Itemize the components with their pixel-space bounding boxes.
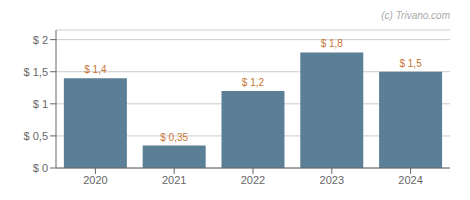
svg-text:$ 1,2: $ 1,2 — [242, 77, 265, 88]
svg-text:2022: 2022 — [241, 174, 265, 186]
svg-text:$ 1: $ 1 — [33, 98, 48, 110]
svg-text:$ 1,4: $ 1,4 — [84, 64, 107, 75]
svg-text:2023: 2023 — [320, 174, 344, 186]
svg-text:2024: 2024 — [398, 174, 422, 186]
svg-text:2021: 2021 — [162, 174, 186, 186]
svg-text:$ 0,5: $ 0,5 — [24, 130, 48, 142]
svg-text:$ 2: $ 2 — [33, 34, 48, 46]
html-text:(c) Trivano.com: (c) Trivano.com — [381, 10, 450, 21]
svg-text:$ 1,5: $ 1,5 — [24, 66, 48, 78]
svg-text:$ 1,5: $ 1,5 — [399, 58, 422, 69]
svg-text:$ 0: $ 0 — [33, 162, 48, 174]
svg-text:$ 0,35: $ 0,35 — [160, 132, 188, 143]
svg-text:$ 1,8: $ 1,8 — [321, 38, 344, 49]
svg-text:2020: 2020 — [83, 174, 107, 186]
